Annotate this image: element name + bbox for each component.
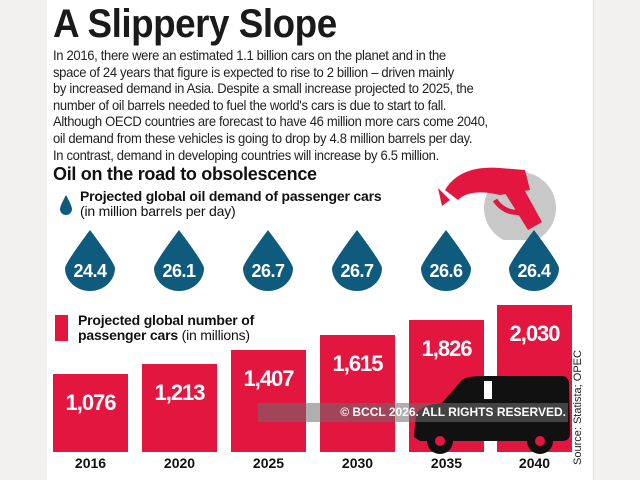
oil-drop-mark xyxy=(243,230,293,291)
title: A Slippery Slope xyxy=(53,2,337,46)
car-bar-label: 1,213 xyxy=(154,380,205,406)
year-tick-label: 2025 xyxy=(252,455,285,471)
oil-legend-unit: (in million barrels per day) xyxy=(80,203,236,219)
oil-drop-label: 26.7 xyxy=(251,261,285,281)
cars-legend-title: Projected global number of passenger car… xyxy=(78,312,255,343)
car-bar xyxy=(231,350,306,452)
intro-line: space of 24 years that figure is expecte… xyxy=(53,63,454,80)
oil-legend-title: Projected global oil demand of passenger… xyxy=(80,188,382,204)
oil-drop-mark xyxy=(65,230,115,291)
intro-line: by increased demand in Asia. Despite a s… xyxy=(53,80,474,97)
car-bar-label: 1,826 xyxy=(421,336,472,362)
cars-legend: Projected global number of passenger car… xyxy=(78,313,298,343)
year-tick-label: 2030 xyxy=(341,455,374,471)
intro-line: Although OECD countries are forecast to … xyxy=(53,113,488,130)
drop-legend-icon xyxy=(60,195,72,215)
source-note: Source: Statista; OPEC xyxy=(572,350,584,465)
oil-legend: Projected global oil demand of passenger… xyxy=(80,188,382,219)
oil-drop-mark xyxy=(421,230,471,291)
oil-drop-mark xyxy=(509,230,559,291)
intro-line: number of oil barrels needed to fuel the… xyxy=(53,96,447,113)
intro-line: In contrast, demand in developing countr… xyxy=(53,146,439,163)
watermark: © BCCL 2026. ALL RIGHTS RESERVED. xyxy=(258,403,568,422)
fuel-nozzle-icon xyxy=(438,167,556,240)
oil-drop-label: 26.1 xyxy=(162,261,196,281)
car-bar xyxy=(142,364,217,452)
oil-drop-label: 24.4 xyxy=(73,261,107,281)
cars-legend-swatch xyxy=(55,315,68,341)
intro-text: In 2016, there were an estimated 1.1 bil… xyxy=(53,47,521,163)
intro-line: In 2016, there were an estimated 1.1 bil… xyxy=(53,47,446,63)
subtitle: Oil on the road to obsolescence xyxy=(53,164,317,184)
car-bar-label: 1,615 xyxy=(332,351,383,377)
car-bar xyxy=(320,335,395,452)
car-bar-label: 1,407 xyxy=(243,366,294,392)
year-tick-label: 2040 xyxy=(518,455,551,471)
oil-drop-label: 26.4 xyxy=(517,261,551,281)
cars-legend-unit: (in millions) xyxy=(181,327,250,343)
oil-drop-mark xyxy=(332,230,382,291)
intro-line: oil demand from these vehicles is going … xyxy=(53,129,473,146)
car-bar-label: 1,076 xyxy=(65,390,116,416)
oil-drop-label: 26.7 xyxy=(340,261,374,281)
year-tick-label: 2020 xyxy=(163,455,196,471)
car-bar xyxy=(53,374,128,452)
year-tick-label: 2016 xyxy=(74,455,107,471)
year-tick-label: 2035 xyxy=(430,455,463,471)
oil-drop-label: 26.6 xyxy=(429,261,463,281)
car-bar-label: 2,030 xyxy=(509,321,560,347)
oil-drop-mark xyxy=(154,230,204,291)
